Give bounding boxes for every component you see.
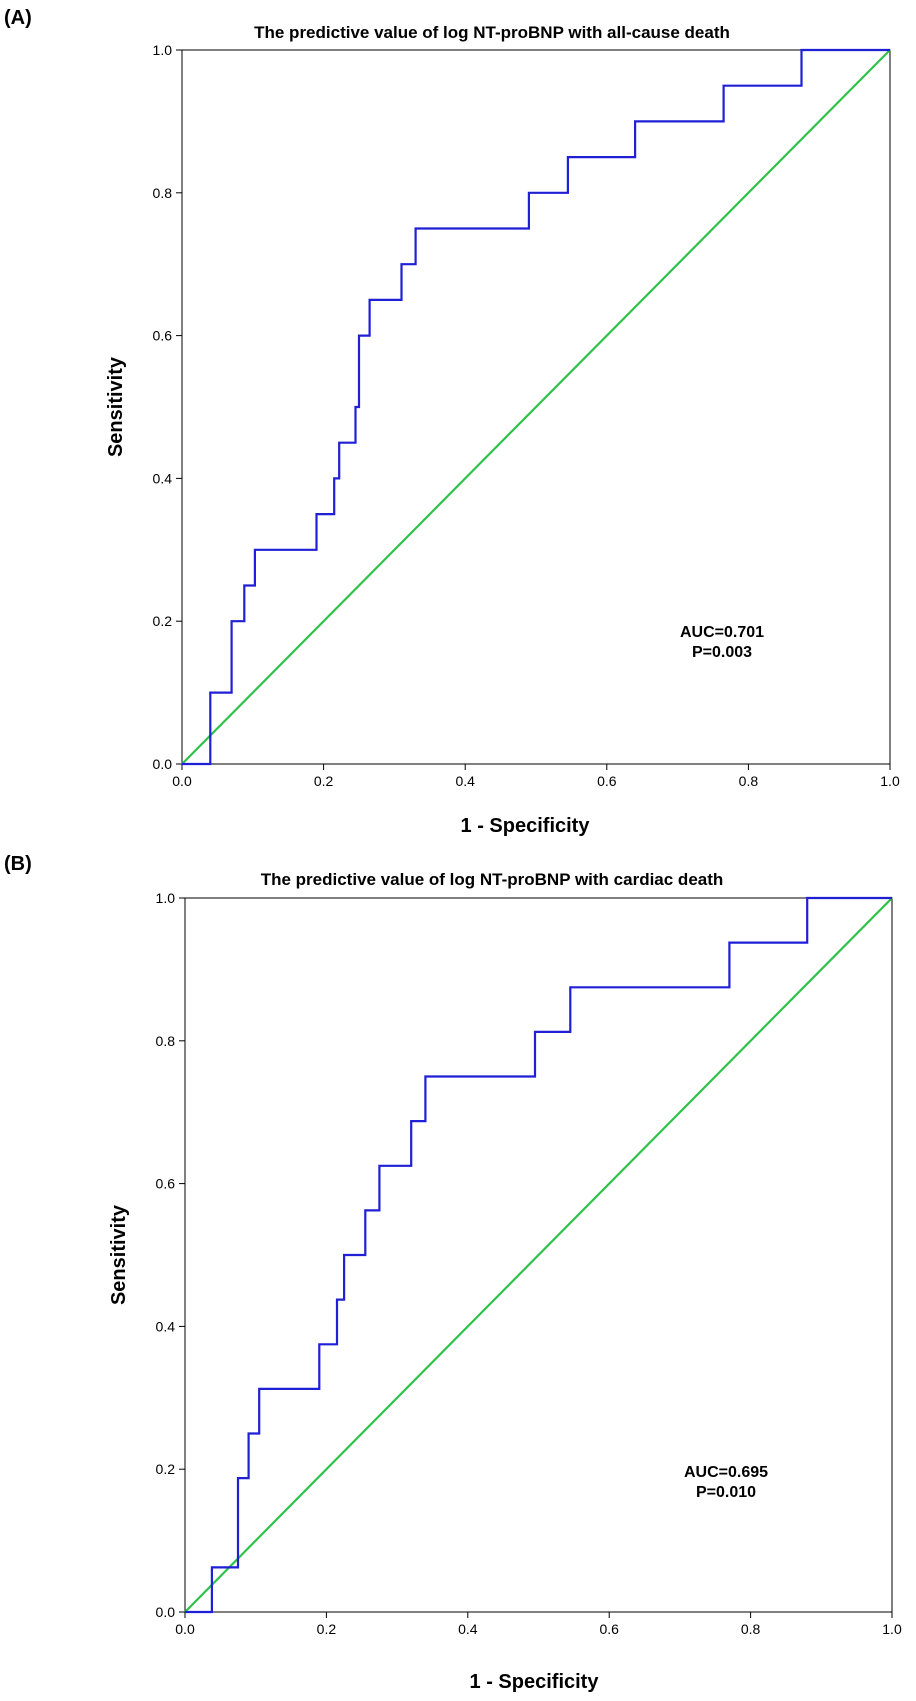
y-tick-label: 0.0 bbox=[153, 756, 173, 772]
p-value-annotation: P=0.003 bbox=[692, 644, 752, 661]
roc-curve-line bbox=[185, 896, 892, 1614]
y-tick-label: 0.8 bbox=[153, 185, 173, 201]
x-tick-label: 1.0 bbox=[882, 1621, 902, 1637]
y-tick-label: 1.0 bbox=[153, 42, 173, 58]
x-tick-label: 0.0 bbox=[172, 773, 192, 789]
x-tick-label: 0.4 bbox=[458, 1621, 478, 1637]
y-axis-label: Sensitivity bbox=[105, 356, 127, 457]
y-tick-label: 0.6 bbox=[156, 1176, 176, 1192]
chart-panel-b: (B) The predictive value of log NT-proBNP… bbox=[4, 853, 902, 1693]
x-tick-label: 0.6 bbox=[597, 773, 617, 789]
y-tick-label: 0.2 bbox=[156, 1461, 176, 1477]
auc-annotation: AUC=0.695 bbox=[684, 1464, 768, 1481]
y-axis-label: Sensitivity bbox=[108, 1204, 130, 1305]
y-tick-label: 0.6 bbox=[153, 328, 173, 344]
panel-label: (A) bbox=[4, 7, 32, 29]
reference-diagonal-line bbox=[184, 897, 893, 1613]
chart-title: The predictive value of log NT-proBNP wi… bbox=[254, 23, 730, 42]
y-tick-label: 0.4 bbox=[153, 470, 173, 486]
y-tick-label: 0.2 bbox=[153, 613, 173, 629]
roc-curve-line bbox=[182, 48, 890, 766]
x-tick-label: 0.6 bbox=[599, 1621, 619, 1637]
chart-panel-a: (A) The predictive value of log NT-proBNP… bbox=[4, 7, 900, 837]
y-tick-label: 1.0 bbox=[156, 890, 176, 906]
x-axis-label: 1 - Specificity bbox=[461, 815, 591, 837]
x-tick-label: 0.8 bbox=[741, 1621, 761, 1637]
x-tick-label: 0.4 bbox=[455, 773, 475, 789]
p-value-annotation: P=0.010 bbox=[696, 1484, 756, 1501]
x-tick-label: 0.0 bbox=[175, 1621, 195, 1637]
auc-annotation: AUC=0.701 bbox=[680, 624, 764, 641]
plot-frame bbox=[184, 897, 893, 1613]
y-tick-label: 0.4 bbox=[156, 1318, 176, 1334]
x-tick-label: 0.2 bbox=[317, 1621, 337, 1637]
plot-frame bbox=[181, 49, 891, 765]
y-tick-label: 0.8 bbox=[156, 1033, 176, 1049]
x-tick-label: 1.0 bbox=[880, 773, 900, 789]
chart-title: The predictive value of log NT-proBNP wi… bbox=[261, 870, 724, 889]
x-axis-label: 1 - Specificity bbox=[470, 1671, 600, 1693]
reference-diagonal-line bbox=[181, 49, 891, 765]
x-tick-label: 0.8 bbox=[739, 773, 759, 789]
x-tick-label: 0.2 bbox=[314, 773, 334, 789]
panel-label: (B) bbox=[4, 853, 32, 875]
y-tick-label: 0.0 bbox=[156, 1604, 176, 1620]
